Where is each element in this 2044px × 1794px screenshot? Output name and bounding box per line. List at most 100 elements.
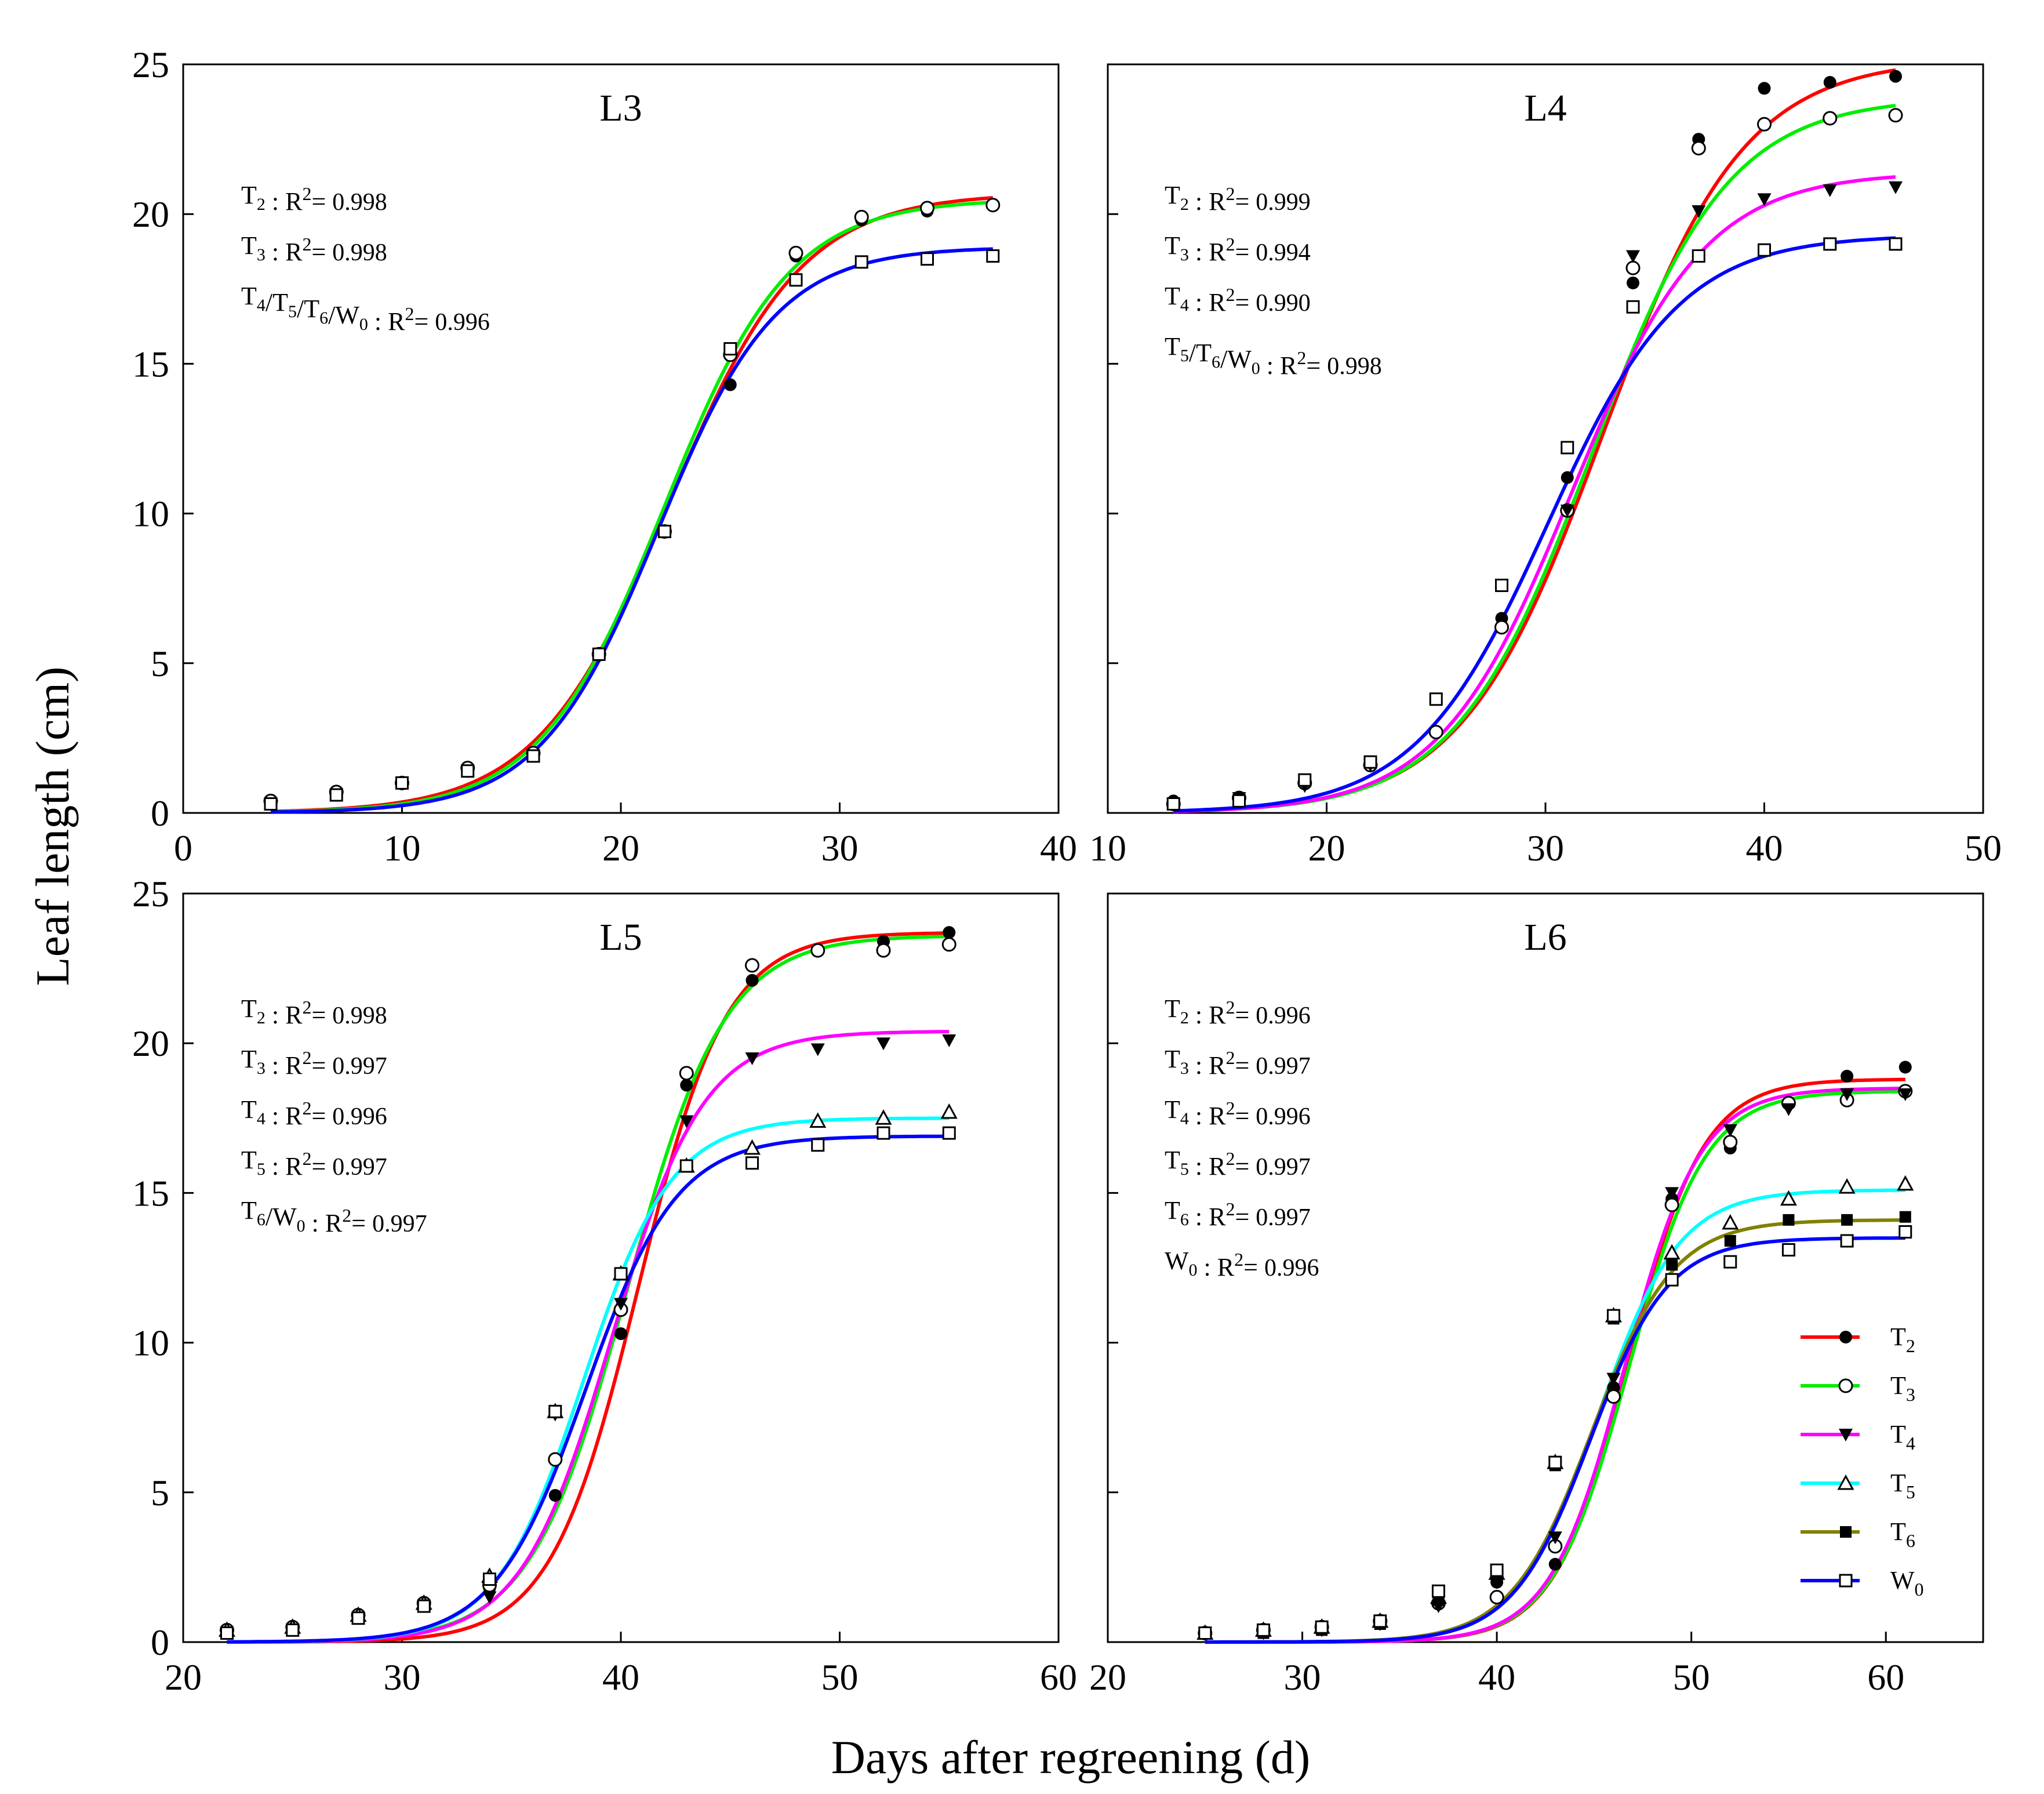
data-point-t5: [875, 1109, 892, 1125]
data-point-w0: [876, 1126, 890, 1140]
data-point-w0: [854, 255, 868, 269]
data-point-t5: [743, 1139, 761, 1155]
data-point-t2: [745, 974, 759, 987]
data-point-t3: [1428, 725, 1443, 740]
data-point-t2: [1548, 1557, 1562, 1571]
data-point-t4: [1665, 1187, 1679, 1200]
data-point-t2: [1758, 82, 1771, 95]
legend-marker: [1839, 1331, 1852, 1343]
y-tick-label: 15: [132, 343, 169, 384]
data-point-w0: [351, 1611, 365, 1625]
data-point-t3: [920, 201, 934, 216]
data-point-t6: [1666, 1259, 1678, 1271]
legend-item-t3: T3: [1801, 1371, 1915, 1405]
data-point-w0: [1490, 1563, 1504, 1577]
r2-annotation: T3 : R2= 0.997: [1165, 1045, 1311, 1080]
x-tick-label: 30: [821, 827, 859, 869]
data-point-w0: [1431, 1584, 1445, 1598]
legend: T2 T3 T4 T5 T6 W0: [1801, 1323, 1924, 1600]
data-point-t6: [1899, 1211, 1911, 1223]
data-point-t2: [614, 1327, 627, 1341]
data-point-t3: [941, 937, 956, 952]
data-point-t2: [680, 1078, 693, 1092]
y-tick-label: 10: [132, 1323, 169, 1364]
r2-annotation: T4 : R2= 0.996: [1165, 1095, 1311, 1130]
data-point-w0: [1840, 1234, 1854, 1248]
y-tick-label: 10: [132, 493, 169, 535]
data-point-w0: [526, 749, 540, 763]
panel-l6: 20 30 40 50 60 L6 T2 : R2= 0.996 T3 : R2= 0.997…: [1089, 892, 1984, 1698]
legend-label: W0: [1890, 1566, 1924, 1600]
legend-marker: [1839, 1574, 1853, 1588]
x-tick-label: 20: [1089, 1657, 1126, 1698]
r2-annotation: T4 : R2= 0.996: [241, 1095, 387, 1130]
panel-title: L3: [599, 87, 642, 129]
r2-annotation: T2 : R2= 0.998: [241, 181, 387, 216]
fit-curve-w0: [1205, 1236, 1905, 1644]
x-tick-label: 10: [384, 827, 421, 869]
y-tick-label: 15: [132, 1172, 169, 1214]
x-tick-label: 20: [602, 827, 639, 869]
data-point-t3: [679, 1066, 694, 1081]
legend-label: T6: [1890, 1517, 1915, 1551]
x-tick-label: 40: [1040, 827, 1077, 869]
data-point-w0: [1298, 773, 1312, 787]
data-point-t2: [943, 926, 956, 939]
legend-marker: [1839, 1429, 1853, 1441]
data-point-w0: [811, 1138, 825, 1152]
data-point-w0: [329, 788, 343, 802]
legend-item-t2: T2: [1801, 1323, 1915, 1356]
data-point-t3: [810, 943, 825, 958]
data-point-t4: [679, 1115, 694, 1128]
data-point-t3: [1888, 108, 1903, 123]
data-point-t3: [745, 958, 759, 973]
data-point-w0: [1898, 1225, 1912, 1239]
data-point-w0: [745, 1156, 759, 1170]
data-point-t4: [1781, 1103, 1796, 1116]
data-point-t3: [1757, 117, 1772, 132]
data-point-w0: [614, 1267, 628, 1281]
legend-marker: [1840, 1526, 1852, 1538]
data-point-t4: [1560, 504, 1574, 518]
data-point-w0: [264, 797, 278, 811]
r2-annotation: T5 : R2= 0.997: [1165, 1146, 1311, 1181]
data-point-t2: [1823, 75, 1836, 89]
data-point-t2: [1841, 1070, 1854, 1083]
data-point-w0: [417, 1599, 431, 1613]
data-point-t3: [1489, 1590, 1504, 1605]
y-tick-label: 20: [132, 194, 169, 235]
data-point-t6: [1724, 1235, 1736, 1247]
data-point-w0: [723, 342, 737, 356]
data-point-w0: [921, 252, 934, 266]
x-tick-label: 0: [174, 827, 192, 869]
r2-annotation: T6/W0 : R2= 0.997: [241, 1196, 427, 1237]
data-point-w0: [286, 1623, 300, 1637]
panel-l3: 0 5 10 15 20 25 0 10 20 30 40 L3 T2 : R2= 0.998 T3 : …: [132, 44, 1077, 869]
data-point-t3: [788, 245, 803, 260]
y-tick-label: 20: [132, 1023, 169, 1064]
data-point-t4: [942, 1034, 956, 1048]
data-point-t3: [548, 1452, 563, 1467]
r2-annotation: T2 : R2= 0.998: [241, 994, 387, 1029]
r2-annotation: T6 : R2= 0.997: [1165, 1196, 1311, 1231]
data-point-w0: [789, 273, 803, 287]
data-point-t4: [876, 1037, 890, 1051]
data-point-w0: [483, 1573, 496, 1586]
y-tick-label: 0: [151, 1622, 169, 1663]
data-point-t4: [1840, 1088, 1854, 1101]
x-tick-label: 40: [602, 1657, 639, 1698]
data-point-t2: [723, 378, 737, 391]
data-point-t3: [1723, 1135, 1738, 1150]
x-tick-label: 60: [1867, 1657, 1904, 1698]
legend-marker: [1838, 1378, 1853, 1393]
data-point-w0: [1889, 237, 1903, 251]
data-point-w0: [1823, 237, 1837, 251]
data-point-t2: [1627, 276, 1639, 289]
data-point-t2: [548, 1488, 562, 1502]
x-tick-label: 40: [1746, 827, 1783, 869]
data-point-w0: [1781, 1243, 1795, 1257]
data-point-t3: [1664, 1197, 1679, 1212]
data-point-w0: [1429, 692, 1443, 706]
x-tick-label: 20: [1308, 827, 1345, 869]
panel-l4: 10 20 30 40 50 L4 T2 : R2= 0.999 T3 : R2= 0.994…: [1089, 63, 2002, 869]
